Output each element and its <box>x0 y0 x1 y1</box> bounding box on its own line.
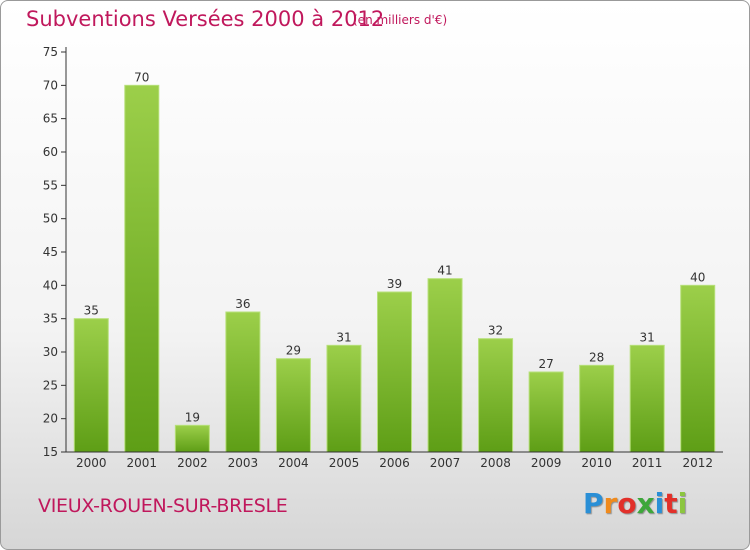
data-label: 31 <box>640 330 655 344</box>
logo-letter: i <box>677 487 688 520</box>
y-tick-label: 20 <box>43 412 58 426</box>
data-label: 35 <box>84 304 99 318</box>
y-tick-label: 65 <box>43 112 58 126</box>
chart-subtitle: (en milliers d'€) <box>353 13 448 27</box>
bar <box>629 344 665 453</box>
bar <box>427 278 463 453</box>
x-tick-label: 2011 <box>632 456 663 470</box>
y-tick-label: 60 <box>43 145 58 159</box>
bar <box>124 84 160 453</box>
bar <box>174 424 210 453</box>
y-tick-label: 75 <box>43 45 58 59</box>
commune-name: VIEUX-ROUEN-SUR-BRESLE <box>38 495 288 517</box>
x-tick-label: 2001 <box>127 456 158 470</box>
x-tick-label: 2007 <box>430 456 461 470</box>
bar <box>579 364 615 453</box>
chart-title: Subventions Versées 2000 à 2012 <box>26 7 385 31</box>
y-tick-label: 15 <box>43 445 58 459</box>
x-tick-label: 2005 <box>329 456 360 470</box>
proxiti-logo: Proxiti <box>583 487 687 520</box>
data-label: 70 <box>134 70 149 84</box>
x-tick-label: 2002 <box>177 456 208 470</box>
data-label: 32 <box>488 324 503 338</box>
logo-letter: x <box>636 487 655 520</box>
bar <box>528 371 564 453</box>
bar <box>377 291 412 453</box>
logo-letter: r <box>603 487 618 520</box>
logo-letter: t <box>664 487 678 520</box>
data-label: 27 <box>538 357 553 371</box>
y-tick-label: 70 <box>43 78 58 92</box>
x-axis: 2000 2001 2002 2003 2004 2005 2006 2007 2008 2009… <box>66 451 723 470</box>
bar <box>225 311 261 453</box>
x-tick-label: 2003 <box>228 456 259 470</box>
bar <box>478 338 514 453</box>
bar <box>680 284 716 453</box>
data-label: 39 <box>387 277 402 291</box>
y-axis: 15 20 25 30 35 40 45 50 55 60 65 70 75 <box>43 45 67 459</box>
bar <box>73 318 109 453</box>
x-tick-label: 2004 <box>278 456 309 470</box>
x-tick-label: 2008 <box>480 456 511 470</box>
y-tick-label: 50 <box>43 212 58 226</box>
data-label: 41 <box>437 264 452 278</box>
data-label: 19 <box>185 410 200 424</box>
y-tick-label: 55 <box>43 178 58 192</box>
bars: 35 70 19 36 29 31 39 41 32 27 28 31 40 <box>73 70 716 453</box>
data-label: 29 <box>286 344 301 358</box>
y-tick-label: 25 <box>43 378 58 392</box>
data-label: 40 <box>690 270 705 284</box>
y-tick-label: 35 <box>43 312 58 326</box>
x-tick-label: 2012 <box>682 456 713 470</box>
y-tick-label: 40 <box>43 278 58 292</box>
y-tick-label: 45 <box>43 245 58 259</box>
logo-letter: o <box>617 487 637 520</box>
x-tick-label: 2006 <box>379 456 410 470</box>
x-tick-label: 2010 <box>581 456 612 470</box>
x-tick-label: 2000 <box>76 456 107 470</box>
y-tick-label: 30 <box>43 345 58 359</box>
logo-letter: P <box>583 487 604 520</box>
data-label: 31 <box>336 330 351 344</box>
data-label: 28 <box>589 350 604 364</box>
data-label: 36 <box>235 297 250 311</box>
bar <box>326 344 362 453</box>
x-tick-label: 2009 <box>531 456 562 470</box>
bar <box>275 358 311 453</box>
logo-letter: i <box>654 487 665 520</box>
